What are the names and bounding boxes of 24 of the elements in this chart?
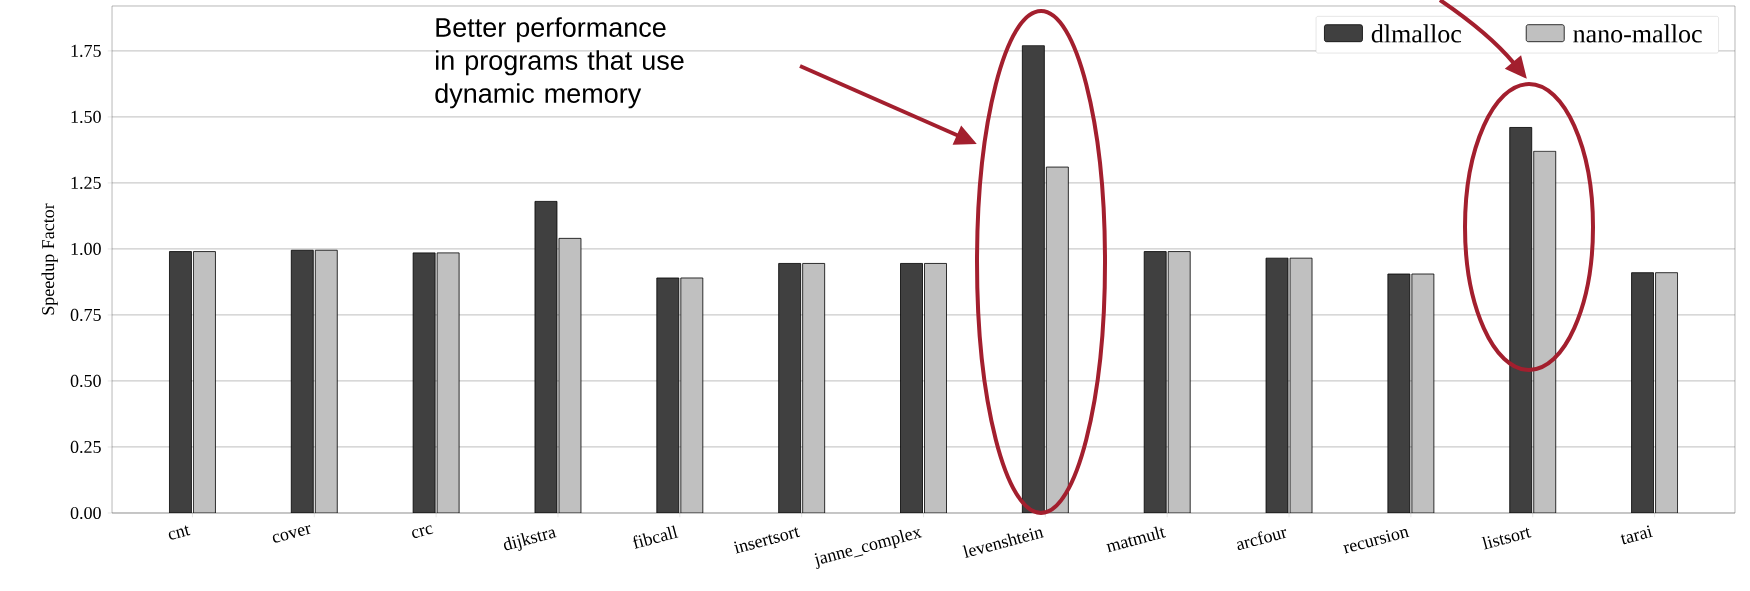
- y-tick-label: 0.25: [70, 440, 101, 454]
- x-tick-label: fibcall: [632, 525, 679, 549]
- y-tick-label: 1.25: [71, 176, 101, 189]
- annotation: Better performance in programs that use dynamic memory: [435, 17, 684, 109]
- x-tick-label: crc: [412, 525, 434, 538]
- x-tick-label: matmult: [1106, 526, 1166, 553]
- x-tick-label: arcfour: [1237, 528, 1287, 551]
- y-tick-label: 1.00: [71, 242, 101, 256]
- y-axis-title: Speedup Factor: [41, 203, 58, 315]
- x-tick-label: cnt: [168, 525, 191, 540]
- legend-label: dlmalloc: [1371, 24, 1462, 43]
- x-tick-label: dijkstra: [503, 529, 557, 551]
- x-tick-label: tarai: [1620, 525, 1653, 545]
- x-tick-label: recursion: [1343, 528, 1410, 554]
- y-tick-label: 0.00: [70, 506, 101, 520]
- x-tick-label: listsort: [1481, 527, 1532, 550]
- y-tick-label: 1.75: [71, 44, 101, 57]
- legend-label: nano-malloc: [1573, 24, 1702, 43]
- y-tick-label: 0.50: [70, 374, 101, 388]
- x-tick-label: levenshtein: [962, 528, 1044, 559]
- x-tick-label: insertsort: [734, 527, 801, 554]
- y-tick-label: 0.75: [70, 308, 101, 322]
- y-tick-label: 1.50: [71, 110, 101, 123]
- x-tick-label: cover: [272, 524, 311, 543]
